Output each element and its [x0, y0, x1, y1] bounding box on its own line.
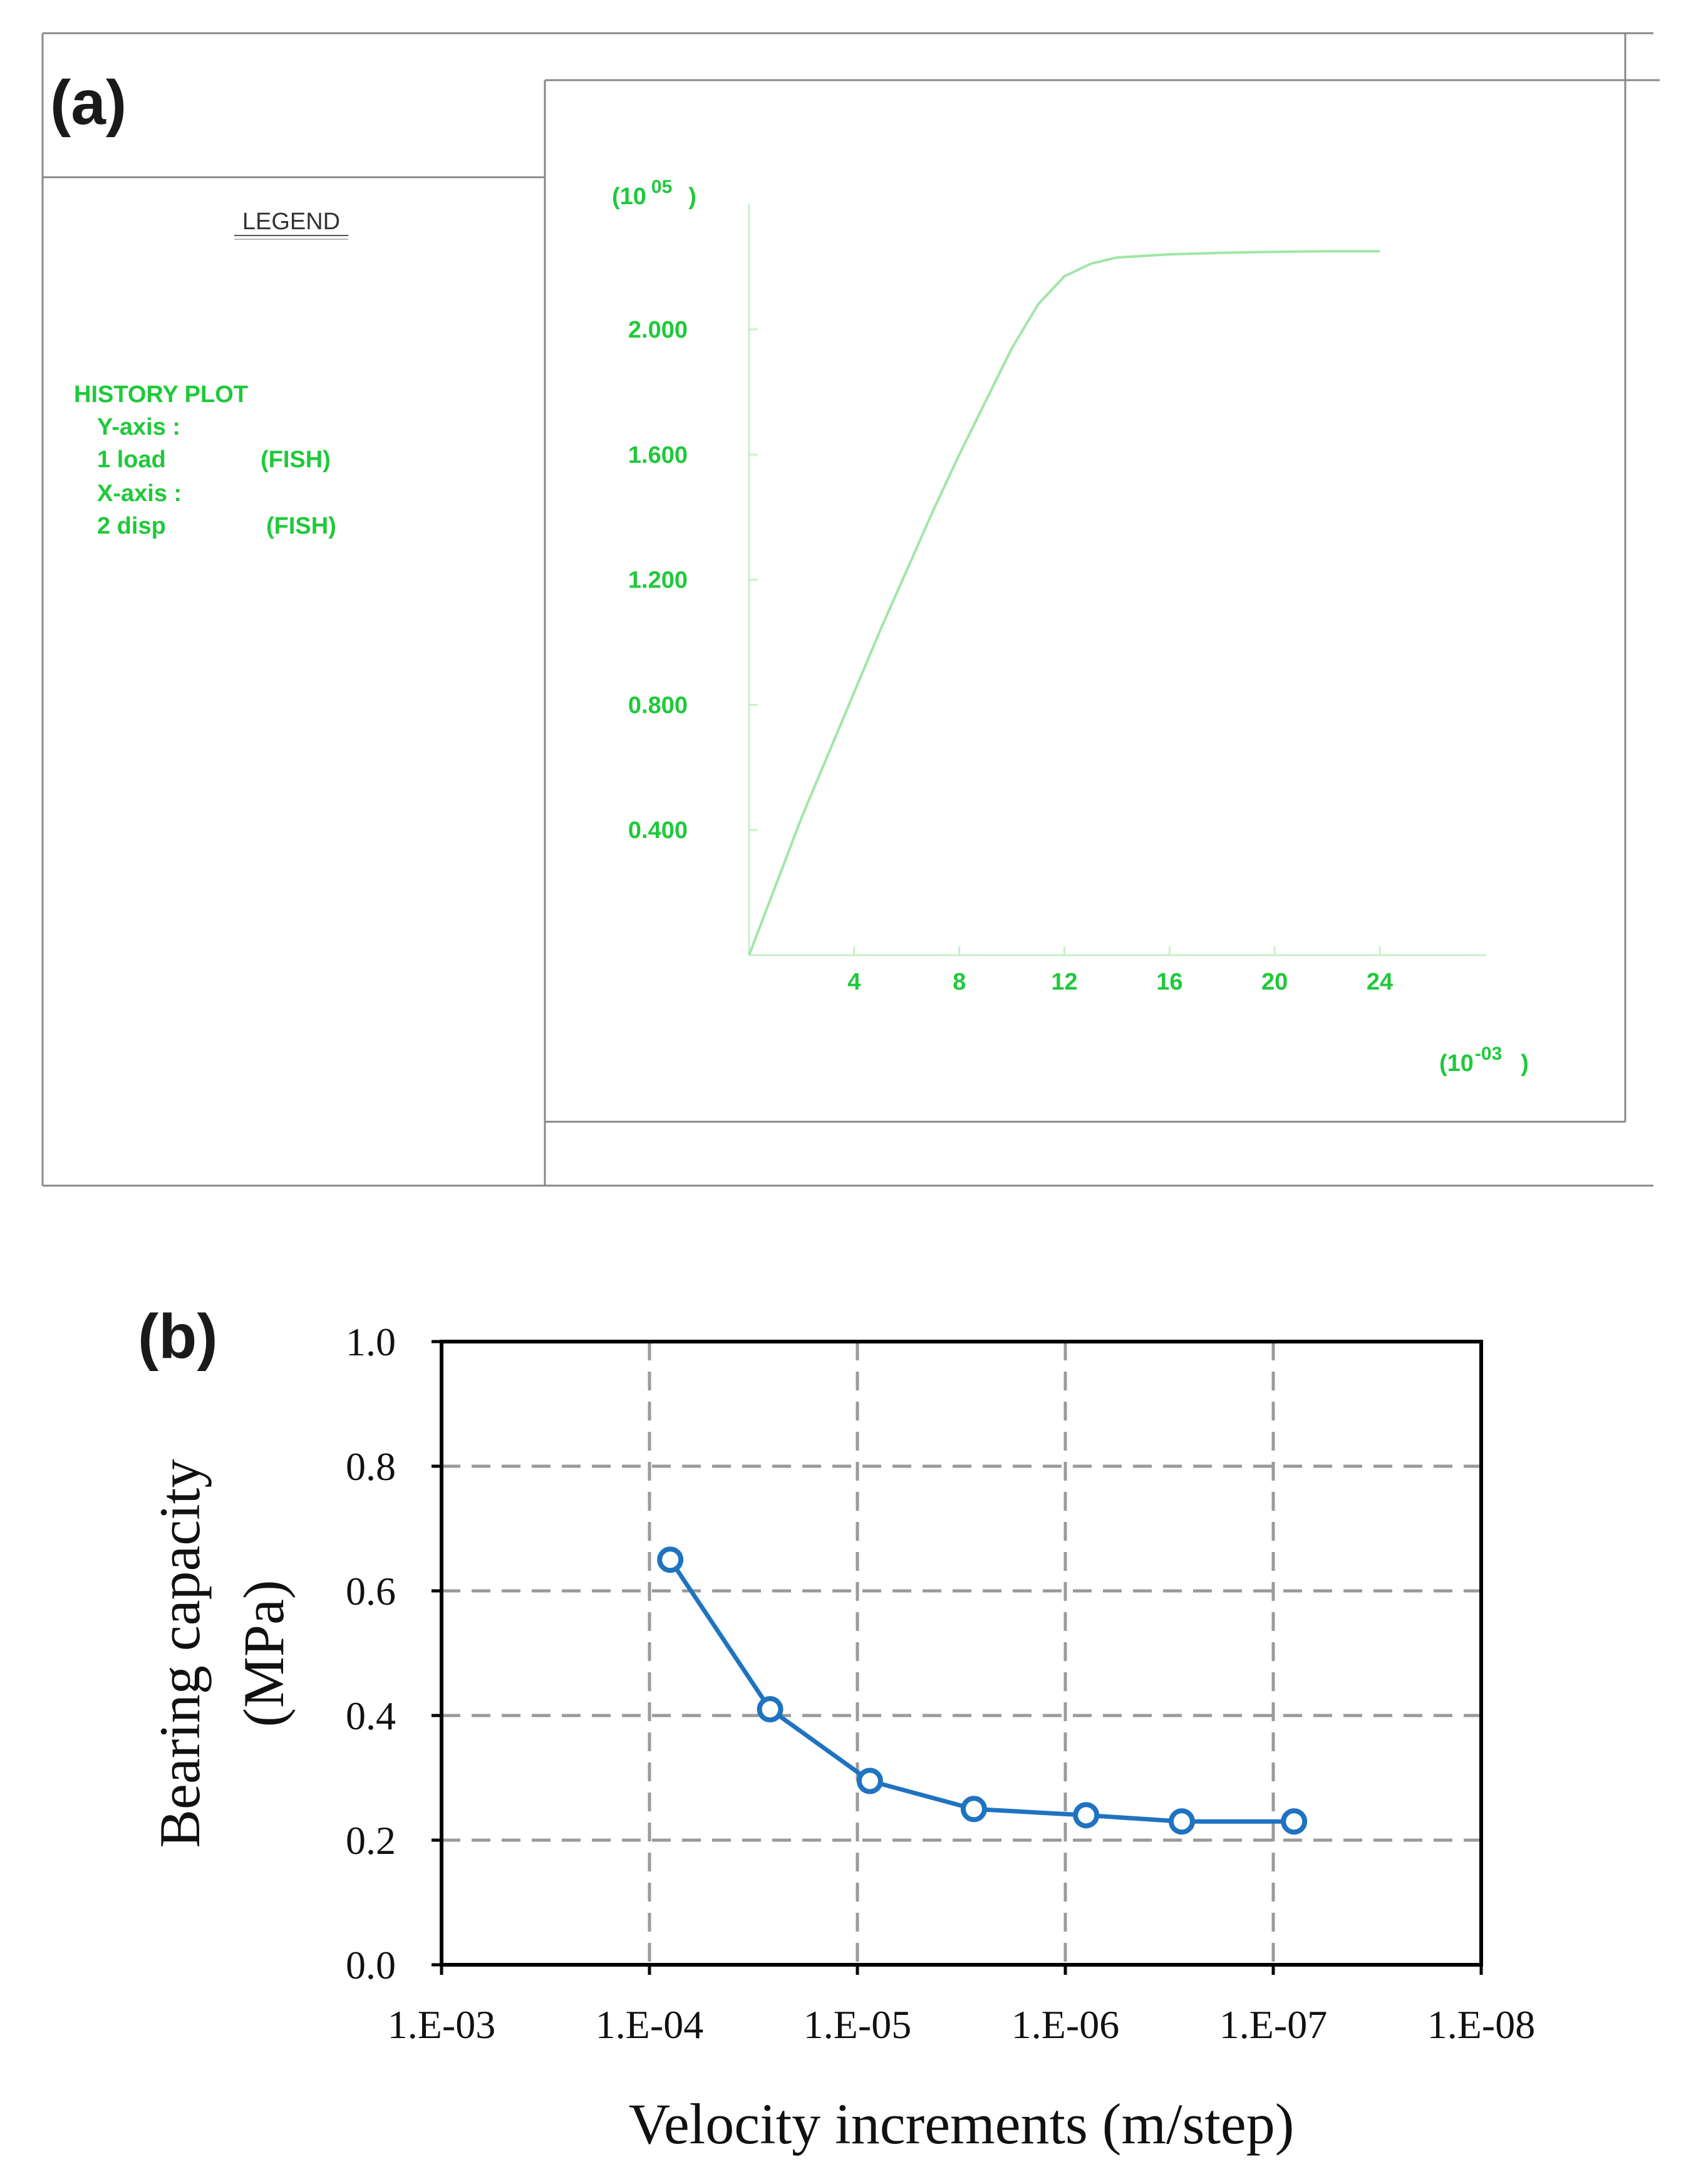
legend-line: HISTORY PLOT: [74, 381, 248, 408]
legend-line: Y-axis :: [97, 414, 180, 440]
x-tick-label: 1.E-07: [1219, 2002, 1327, 2047]
legend-line-tag: (FISH): [266, 513, 336, 539]
data-point: [757, 1696, 784, 1723]
b-plot-frame: [440, 1340, 1483, 1967]
data-point: [1168, 1808, 1195, 1835]
y-tick-label: 0.0: [346, 1943, 396, 1987]
y-tick-label: 0.2: [346, 1818, 396, 1863]
x-tick-label: 20: [1261, 969, 1288, 995]
y-tick-label: 1.600: [628, 442, 688, 468]
a-series-line: [748, 250, 1380, 956]
a-ticks: 0.400 0.800 1.200 1.600 2.000 4 8 12 16 20 24: [628, 317, 1393, 995]
x-tick-label: 1.E-08: [1427, 2002, 1535, 2047]
y-tick-label: 1.200: [628, 567, 688, 594]
data-point: [960, 1796, 987, 1823]
panel-b: (b) 0.0 0.2 0.4 0.6 0.8 1.0 1.E-03 1.E-04 1.E-05…: [138, 1302, 1535, 2156]
y-tick-label: 0.6: [346, 1569, 396, 1613]
legend-title: LEGEND: [242, 209, 340, 235]
b-ticks: 0.0 0.2 0.4 0.6 0.8 1.0 1.E-03 1.E-04 1.E-05 1.E-…: [346, 1320, 1535, 2047]
data-point: [657, 1546, 684, 1573]
legend-lines: HISTORY PLOT Y-axis : 1 load (FISH) X-axis :…: [74, 381, 336, 539]
b-markers: [657, 1546, 1308, 1835]
y-tick-label: 0.400: [628, 817, 688, 844]
b-y-axis-label-line1: Bearing capacity: [148, 1459, 212, 1848]
x-tick-label: 8: [953, 969, 966, 995]
y-scale-label: (10 05): [612, 177, 696, 210]
b-y-axis-label-line2: (MPa): [232, 1580, 296, 1727]
x-tick-label: 24: [1367, 969, 1393, 995]
data-point: [1281, 1808, 1308, 1835]
x-tick-label: 1.E-04: [596, 2002, 703, 2047]
y-tick-label: 1.0: [346, 1320, 396, 1364]
legend-line: 1 load: [97, 447, 166, 473]
y-tick-label: 0.800: [628, 692, 688, 718]
b-grid: [442, 1342, 1481, 1965]
panel-a-label: (a): [50, 68, 127, 138]
x-tick-label: 1.E-06: [1011, 2002, 1119, 2047]
legend-line: 2 disp: [97, 513, 166, 539]
b-series-line: [668, 1558, 1295, 1824]
panel-b-label: (b): [138, 1302, 218, 1372]
panel-a: (a) LEGEND HISTORY PLOT Y-axis : 1 load (FI…: [41, 32, 1660, 1187]
x-scale-label: (10-03): [1439, 1043, 1529, 1077]
x-tick-label: 4: [847, 969, 861, 995]
x-tick-label: 1.E-05: [804, 2002, 911, 2047]
x-tick-label: 12: [1051, 969, 1077, 995]
x-tick-label: 1.E-03: [388, 2002, 495, 2047]
y-tick-label: 0.8: [346, 1444, 396, 1489]
legend-line-tag: (FISH): [261, 447, 331, 473]
b-x-axis-label: Velocity increments (m/step): [629, 2092, 1295, 2156]
y-tick-label: 2.000: [628, 317, 688, 343]
legend-line: X-axis :: [97, 480, 182, 507]
x-tick-label: 16: [1156, 969, 1182, 995]
y-tick-label: 0.4: [346, 1694, 396, 1738]
data-point: [856, 1767, 883, 1794]
data-point: [1073, 1802, 1100, 1829]
